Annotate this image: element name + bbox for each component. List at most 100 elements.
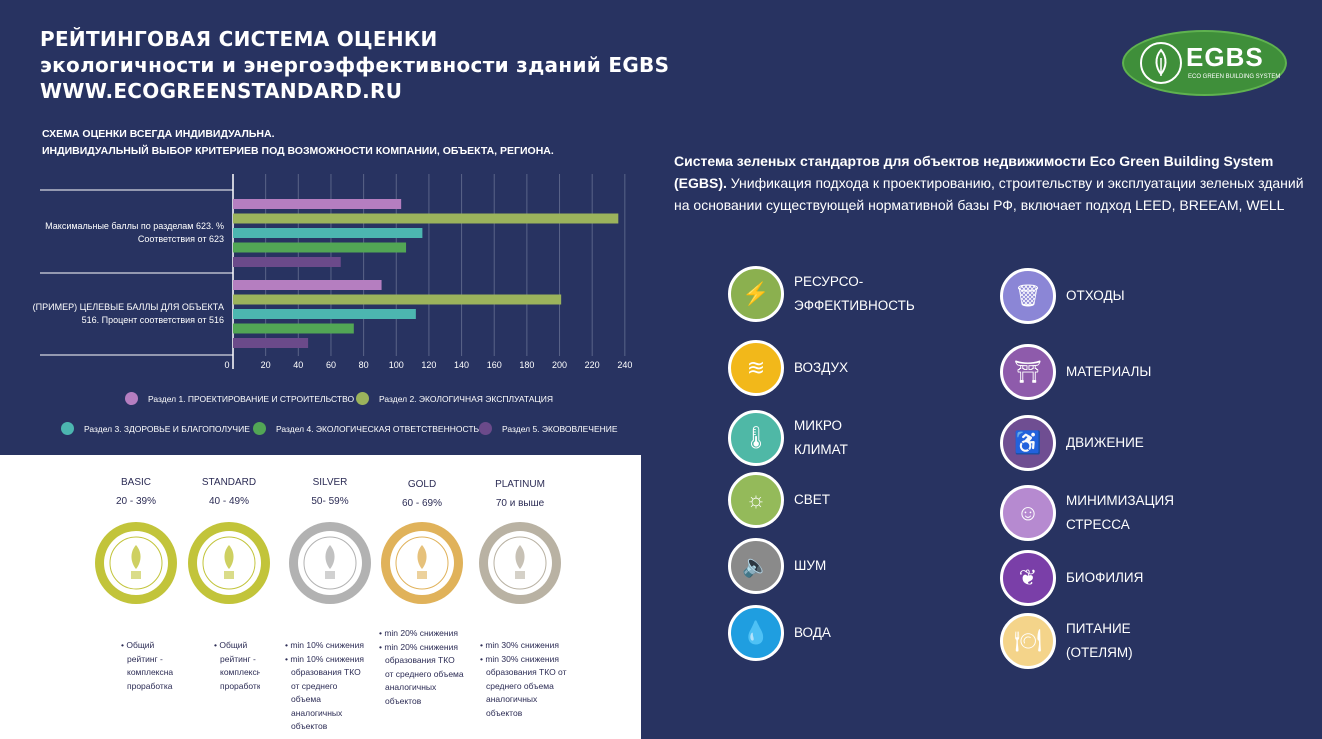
bar xyxy=(233,309,416,319)
scores-chart: 0 20 40 60 80 100 120 140 160 180 200 220 240 Максим… xyxy=(0,170,641,450)
level-range: 70 и выше xyxy=(495,498,545,509)
legend-item-3: Раздел 3. ЗДОРОВЬЕ И БЛАГОПОЛУЧИЕ xyxy=(61,422,250,435)
level-name: BASIC xyxy=(120,477,151,488)
level-name: PLATINUM xyxy=(495,479,545,490)
scheme-note: СХЕМА ОЦЕНКИ ВСЕГДА ИНДИВИДУАЛЬНА. ИНДИВ… xyxy=(42,126,554,160)
legend-dot xyxy=(61,422,74,435)
level-requirements: • min 10% снижения • min 10% снижения обр… xyxy=(283,639,367,734)
page-title: РЕЙТИНГОВАЯ СИСТЕМА ОЦЕНКИ экологичности… xyxy=(40,26,669,104)
egbs-logo: EGBS ECO GREEN BUILDING SYSTEM xyxy=(1122,30,1287,96)
tree-icon: ❦ xyxy=(1000,550,1056,606)
criterion-label: РЕСУРСО- ЭФФЕКТИВНОСТЬ xyxy=(794,270,915,318)
x-tick-label: 120 xyxy=(421,360,436,370)
legend-dot xyxy=(125,392,138,405)
criterion-wind: ≋ ВОЗДУХ xyxy=(728,340,848,396)
criterion-food: 🍽 ПИТАНИЕ (ОТЕЛЯМ) xyxy=(1000,613,1133,669)
scheme-line-1: СХЕМА ОЦЕНКИ ВСЕГДА ИНДИВИДУАЛЬНА. xyxy=(42,128,275,140)
criterion-thermometer: 🌡 МИКРО КЛИМАТ xyxy=(728,410,848,466)
level-name: STANDARD xyxy=(201,477,257,488)
criterion-water: 💧 ВОДА xyxy=(728,605,831,661)
bar xyxy=(233,338,309,348)
criterion-label-line1: ДВИЖЕНИЕ xyxy=(1066,435,1144,450)
bar xyxy=(233,199,402,209)
x-tick-label: 40 xyxy=(293,360,303,370)
speaker-icon: 🔈 xyxy=(728,538,784,594)
x-tick-label: 100 xyxy=(389,360,404,370)
x-tick-label: 240 xyxy=(617,360,632,370)
wind-icon: ≋ xyxy=(728,340,784,396)
criterion-label-line1: ШУМ xyxy=(794,558,827,573)
logo-text: EGBS xyxy=(1186,42,1264,72)
criterion-label-line2: СТРЕССА xyxy=(1066,517,1130,532)
level-requirements: • min 20% снижения • min 20% снижения обр… xyxy=(377,627,465,708)
requirement-item: • min 10% снижения образования ТКО от ср… xyxy=(285,653,364,732)
criterion-label: ВОДА xyxy=(794,621,831,645)
criterion-label: БИОФИЛИЯ xyxy=(1066,566,1143,590)
level-requirements: • Общий рейтинг - комплексная проработка xyxy=(119,639,173,693)
scores-chart-svg: 0 20 40 60 80 100 120 140 160 180 200 220 240 xyxy=(40,174,632,370)
criterion-label: ВОЗДУХ xyxy=(794,356,848,380)
legend-item-5: Раздел 5. ЭКОВОВЛЕЧЕНИЕ xyxy=(479,422,618,435)
criterion-label-line2: ЭФФЕКТИВНОСТЬ xyxy=(794,298,915,313)
level-range: 50- 59% xyxy=(311,496,349,507)
criterion-tree: ❦ БИОФИЛИЯ xyxy=(1000,550,1143,606)
criterion-label: ШУМ xyxy=(794,554,826,578)
criterion-trash: 🗑 ОТХОДЫ xyxy=(1000,268,1125,324)
medal-icon xyxy=(95,522,177,604)
requirement-item: • min 20% снижения образования ТКО от ср… xyxy=(379,641,464,706)
x-tick-label: 20 xyxy=(261,360,271,370)
category-label-1: Максимальные баллы по разделам 623. % Со… xyxy=(45,221,224,244)
description-text: Унификация подхода к проектированию, стр… xyxy=(674,175,1304,213)
logo-subtitle: ECO GREEN BUILDING SYSTEM xyxy=(1188,74,1281,80)
table-icon: ⛩ xyxy=(1000,344,1056,400)
legend-item-1: Раздел 1. ПРОЕКТИРОВАНИЕ И СТРОИТЕЛЬСТВО xyxy=(125,392,354,405)
level-name: SILVER xyxy=(312,477,348,488)
criterion-label-line1: ПИТАНИЕ xyxy=(1066,621,1131,636)
plug-icon: ⚡ xyxy=(728,266,784,322)
x-tick-label: 160 xyxy=(487,360,502,370)
criterion-label: ОТХОДЫ xyxy=(1066,284,1125,308)
criterion-label: МИНИМИЗАЦИЯ СТРЕССА xyxy=(1066,489,1174,537)
bar xyxy=(233,257,341,267)
criterion-label-line1: МАТЕРИАЛЫ xyxy=(1066,364,1152,379)
level-range: 20 - 39% xyxy=(115,496,157,507)
legend-item-2: Раздел 2. ЭКОЛОГИЧНАЯ ЭКСПЛУАТАЦИЯ xyxy=(356,392,553,405)
medal-icon xyxy=(289,522,371,604)
requirement-item: • min 20% снижения xyxy=(379,628,458,638)
x-tick-label: 0 xyxy=(224,360,229,370)
title-line-3: WWW.ECOGREENSTANDARD.RU xyxy=(40,79,403,103)
criterion-label: ПИТАНИЕ (ОТЕЛЯМ) xyxy=(1066,617,1133,665)
legend-dot xyxy=(479,422,492,435)
level-range: 40 - 49% xyxy=(208,496,250,507)
category-label-2: (ПРИМЕР) ЦЕЛЕВЫЕ БАЛЛЫ ДЛЯ ОБЪЕКТА 516. … xyxy=(32,302,224,325)
criterion-table: ⛩ МАТЕРИАЛЫ xyxy=(1000,344,1151,400)
bar xyxy=(233,242,407,253)
x-tick-label: 140 xyxy=(454,360,469,370)
criterion-label-line2: (ОТЕЛЯМ) xyxy=(1066,645,1133,660)
x-tick-label: 180 xyxy=(519,360,534,370)
criterion-person: ♿ ДВИЖЕНИЕ xyxy=(1000,415,1144,471)
system-description: Система зеленых стандартов для объектов … xyxy=(674,150,1304,216)
medal-icon xyxy=(381,522,463,604)
water-icon: 💧 xyxy=(728,605,784,661)
requirement-item: • min 30% снижения xyxy=(480,640,559,650)
level-requirements: • min 30% снижения • min 30% снижения обр… xyxy=(478,639,568,720)
requirement-item: • min 30% снижения образования ТКО от ср… xyxy=(480,653,567,718)
criterion-label-line1: СВЕТ xyxy=(794,492,831,507)
title-line-1: РЕЙТИНГОВАЯ СИСТЕМА ОЦЕНКИ xyxy=(40,27,438,51)
criterion-label: ДВИЖЕНИЕ xyxy=(1066,431,1144,455)
criterion-label: СВЕТ xyxy=(794,488,830,512)
scheme-line-2: ИНДИВИДУАЛЬНЫЙ ВЫБОР КРИТЕРИЕВ ПОД ВОЗМО… xyxy=(42,145,554,157)
legend-dot xyxy=(253,422,266,435)
criterion-label-line1: МИКРО xyxy=(794,418,843,433)
medal-icon xyxy=(188,522,270,604)
criterion-label-line1: МИНИМИЗАЦИЯ xyxy=(1066,493,1174,508)
food-icon: 🍽 xyxy=(1000,613,1056,669)
criterion-label-line1: БИОФИЛИЯ xyxy=(1066,570,1144,585)
level-range: 60 - 69% xyxy=(401,498,443,509)
criterion-label-line2: КЛИМАТ xyxy=(794,442,848,457)
sun-icon: ☼ xyxy=(728,472,784,528)
criterion-plug: ⚡ РЕСУРСО- ЭФФЕКТИВНОСТЬ xyxy=(728,266,915,322)
x-tick-label: 60 xyxy=(326,360,336,370)
level-name: GOLD xyxy=(407,479,437,490)
